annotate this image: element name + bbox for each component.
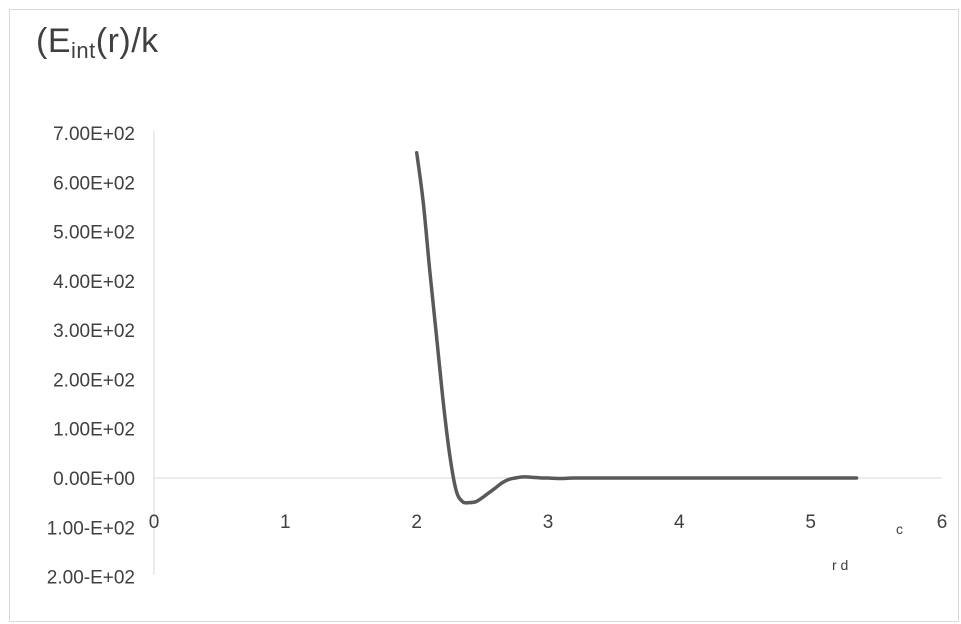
title-subscript: int [71, 38, 96, 63]
y-tick-label: 5.00E+02 [53, 223, 135, 244]
x-tick-label: 4 [674, 512, 685, 533]
x-tick-label: 5 [805, 512, 816, 533]
y-tick-label: 3.00E+02 [53, 321, 135, 342]
x-tick-label: 2 [411, 512, 422, 533]
x-tick-label: 0 [149, 512, 160, 533]
title-part-tail: (r)/k [95, 22, 159, 60]
chart-frame [9, 9, 959, 622]
y-tick-label: 4.00E+02 [53, 272, 135, 293]
y-tick-label: 7.00E+02 [53, 124, 135, 145]
x-tick-label: 1 [280, 512, 291, 533]
y-tick-label: 6.00E+02 [53, 173, 135, 194]
axes [153, 131, 942, 575]
y-tick-label: 0.00E+00 [53, 469, 135, 490]
tick-labels: 7.00E+02 6.00E+02 5.00E+02 4.00E+02 3.00E+02… [47, 124, 948, 589]
x-axis-label: r d [832, 557, 848, 573]
x-tick-label: 3 [543, 512, 554, 533]
x-tick-label: 6 [937, 512, 948, 533]
series-line-0 [414, 150, 859, 505]
y-tick-label: 1.00E+02 [53, 420, 135, 441]
chart-title: (Eint(r)/k [36, 22, 159, 64]
series-group [414, 150, 859, 505]
x-axis-label-fragment: c [896, 521, 903, 537]
title-part-main: (E [36, 22, 71, 60]
y-tick-label: 1.00-E+02 [47, 518, 135, 539]
y-tick-label: 2.00E+02 [53, 370, 135, 391]
y-tick-label: 2.00-E+02 [47, 568, 135, 589]
